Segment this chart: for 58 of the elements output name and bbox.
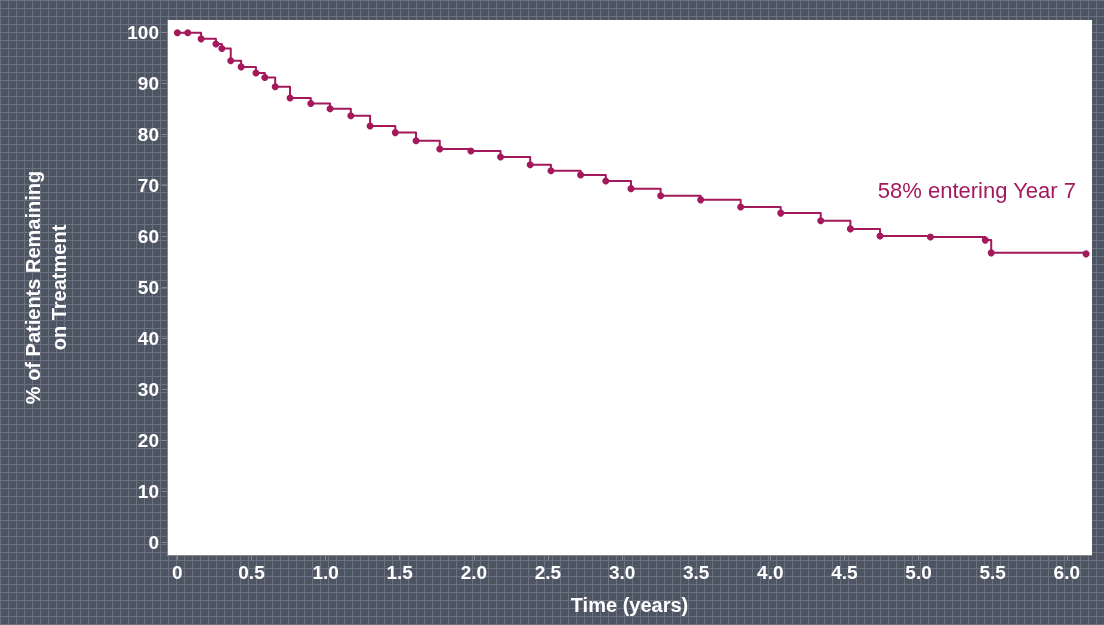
- y-tick-label: 90: [137, 73, 159, 95]
- y-tick-label: 100: [127, 22, 159, 44]
- point: [412, 137, 420, 145]
- point: [526, 161, 534, 169]
- point: [307, 100, 315, 108]
- x-tick-label: 1.5: [386, 562, 414, 583]
- y-axis-title: % of Patients Remaining on Treatment: [22, 170, 70, 405]
- x-axis-title: Time (years): [570, 594, 689, 616]
- point: [602, 177, 610, 185]
- point: [347, 112, 355, 120]
- x-tick-label: 0.5: [238, 562, 266, 583]
- x-tick-label: 6.0: [1053, 562, 1081, 583]
- point: [657, 192, 665, 200]
- x-tick-label: 2.5: [534, 562, 562, 583]
- point: [627, 185, 635, 193]
- point: [218, 45, 226, 53]
- point: [197, 35, 205, 43]
- y-tick-label: 20: [137, 429, 159, 451]
- point: [846, 225, 854, 233]
- point: [547, 167, 555, 175]
- y-tick-label: 10: [137, 480, 159, 502]
- y-tick-label: 60: [137, 226, 159, 248]
- point: [436, 145, 444, 153]
- y-tick-label: 70: [137, 175, 159, 197]
- point: [261, 74, 269, 82]
- point: [1082, 250, 1090, 258]
- point: [184, 29, 192, 37]
- point: [237, 63, 245, 71]
- point: [777, 209, 785, 217]
- point: [577, 171, 585, 179]
- x-tick-label: 5.5: [979, 562, 1007, 583]
- point: [981, 236, 989, 244]
- point: [173, 29, 181, 37]
- point: [987, 249, 995, 257]
- point: [467, 147, 475, 155]
- point: [391, 129, 399, 137]
- point: [737, 203, 745, 211]
- x-tick-label: 3.5: [683, 562, 710, 583]
- point: [227, 57, 235, 65]
- x-tick-label: 5.0: [905, 562, 932, 583]
- y-tick-label: 30: [137, 378, 159, 400]
- point: [926, 233, 934, 241]
- y-tick-label: 50: [137, 277, 159, 298]
- x-tick-label: 2.0: [460, 562, 488, 583]
- point: [817, 217, 825, 225]
- annotation: 58% entering Year 7: [877, 178, 1076, 204]
- point: [497, 153, 505, 161]
- x-tick-label: 0: [172, 562, 183, 583]
- y-tick-label: 0: [148, 531, 159, 553]
- point: [326, 105, 334, 113]
- point: [271, 83, 279, 91]
- x-tick-label: 4.0: [757, 562, 784, 583]
- y-tick-label: 80: [137, 124, 159, 146]
- x-tick-label: 4.5: [831, 562, 859, 583]
- x-tick-label: 3.0: [608, 562, 636, 583]
- point: [697, 196, 705, 204]
- x-tick-label: 1.0: [312, 562, 339, 583]
- y-tick-label: 40: [137, 327, 159, 349]
